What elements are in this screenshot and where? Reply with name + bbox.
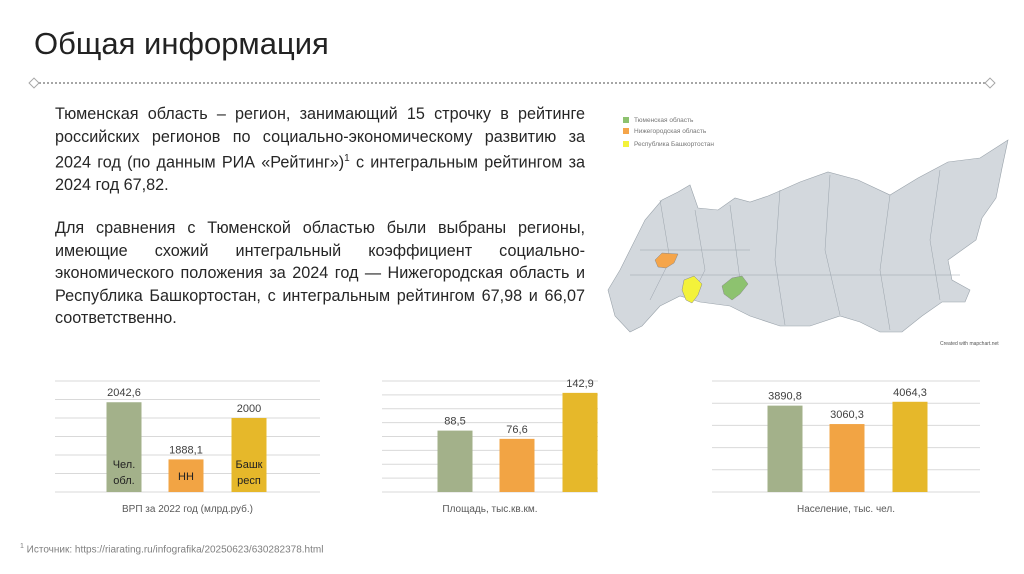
- value-label: 3060,3: [830, 409, 864, 421]
- intro-text: Тюменская область – регион, занимающий 1…: [55, 105, 585, 172]
- bar: [168, 459, 204, 492]
- bar: [437, 430, 473, 492]
- footnote: 1 Источник: https://riarating.ru/infogra…: [20, 543, 323, 555]
- bar: [892, 401, 928, 492]
- footnote-ref[interactable]: 1: [344, 153, 350, 165]
- map-credit: Created with mapchart.net: [940, 341, 999, 347]
- footnote-text[interactable]: Источник: https://riarating.ru/infografi…: [23, 544, 324, 556]
- map-legend: Тюменская область Нижегородская область …: [623, 116, 999, 347]
- russia-regions-map: Тюменская область Нижегородская область …: [600, 100, 1020, 350]
- nizhny-novgorod-region: [654, 252, 679, 269]
- chart-area: 88,5 76,6 142,9 Площадь, тыс.кв.км.: [370, 370, 620, 525]
- value-label: 76,6: [506, 424, 527, 436]
- bar-inner-label: НН: [178, 471, 194, 483]
- chart-title: Площадь, тыс.кв.км.: [442, 504, 537, 515]
- value-label: 3890,8: [768, 391, 802, 403]
- legend-swatch: [623, 141, 629, 147]
- page-title: Общая информация: [34, 26, 329, 61]
- value-label: 88,5: [444, 416, 465, 428]
- chart-grp: 2042,6 Чел. обл. 1888,1 НН 2000 Башк респ ВРП за…: [40, 370, 340, 525]
- title-divider: [36, 82, 988, 84]
- legend-swatch: [623, 117, 629, 123]
- bar: [231, 418, 267, 492]
- chart-title: ВРП за 2022 год (млрд.руб.): [122, 503, 253, 515]
- legend-label: Нижегородская область: [634, 127, 707, 135]
- bar-inner-label: Чел.: [113, 459, 136, 471]
- chart-population: 3890,8 3060,3 4064,3 Население, тыс. чел.: [700, 370, 1000, 525]
- intro-text-tail: с интегральным рейтингом за 2024 год 67,…: [55, 153, 585, 195]
- value-label: 4064,3: [893, 387, 927, 399]
- value-label: 1888,1: [169, 444, 203, 456]
- bar-inner-label: Башк: [236, 459, 263, 471]
- value-label: 2000: [237, 403, 261, 415]
- chart-title: Население, тыс. чел.: [797, 504, 895, 515]
- bar: [106, 402, 142, 492]
- value-label: 142,9: [566, 378, 594, 390]
- bashkortostan-region: [681, 275, 703, 304]
- footnote-mark: 1: [20, 543, 24, 550]
- legend-label: Республика Башкортостан: [634, 140, 714, 148]
- comparison-paragraph: Для сравнения с Тюменской областью были …: [55, 219, 585, 328]
- russia-landmass: [607, 139, 1009, 333]
- bar-inner-label: респ: [237, 475, 261, 487]
- bar: [767, 405, 803, 492]
- bar: [829, 424, 865, 492]
- legend-swatch: [623, 128, 629, 134]
- highlighted-region-green: [721, 275, 749, 301]
- intro-paragraph: Тюменская область – регион, занимающий 1…: [55, 103, 585, 197]
- bar: [562, 392, 598, 492]
- bar: [499, 438, 535, 492]
- legend-label: Тюменская область: [634, 116, 694, 124]
- bar-inner-label: обл.: [113, 475, 134, 487]
- value-label: 2042,6: [107, 387, 141, 399]
